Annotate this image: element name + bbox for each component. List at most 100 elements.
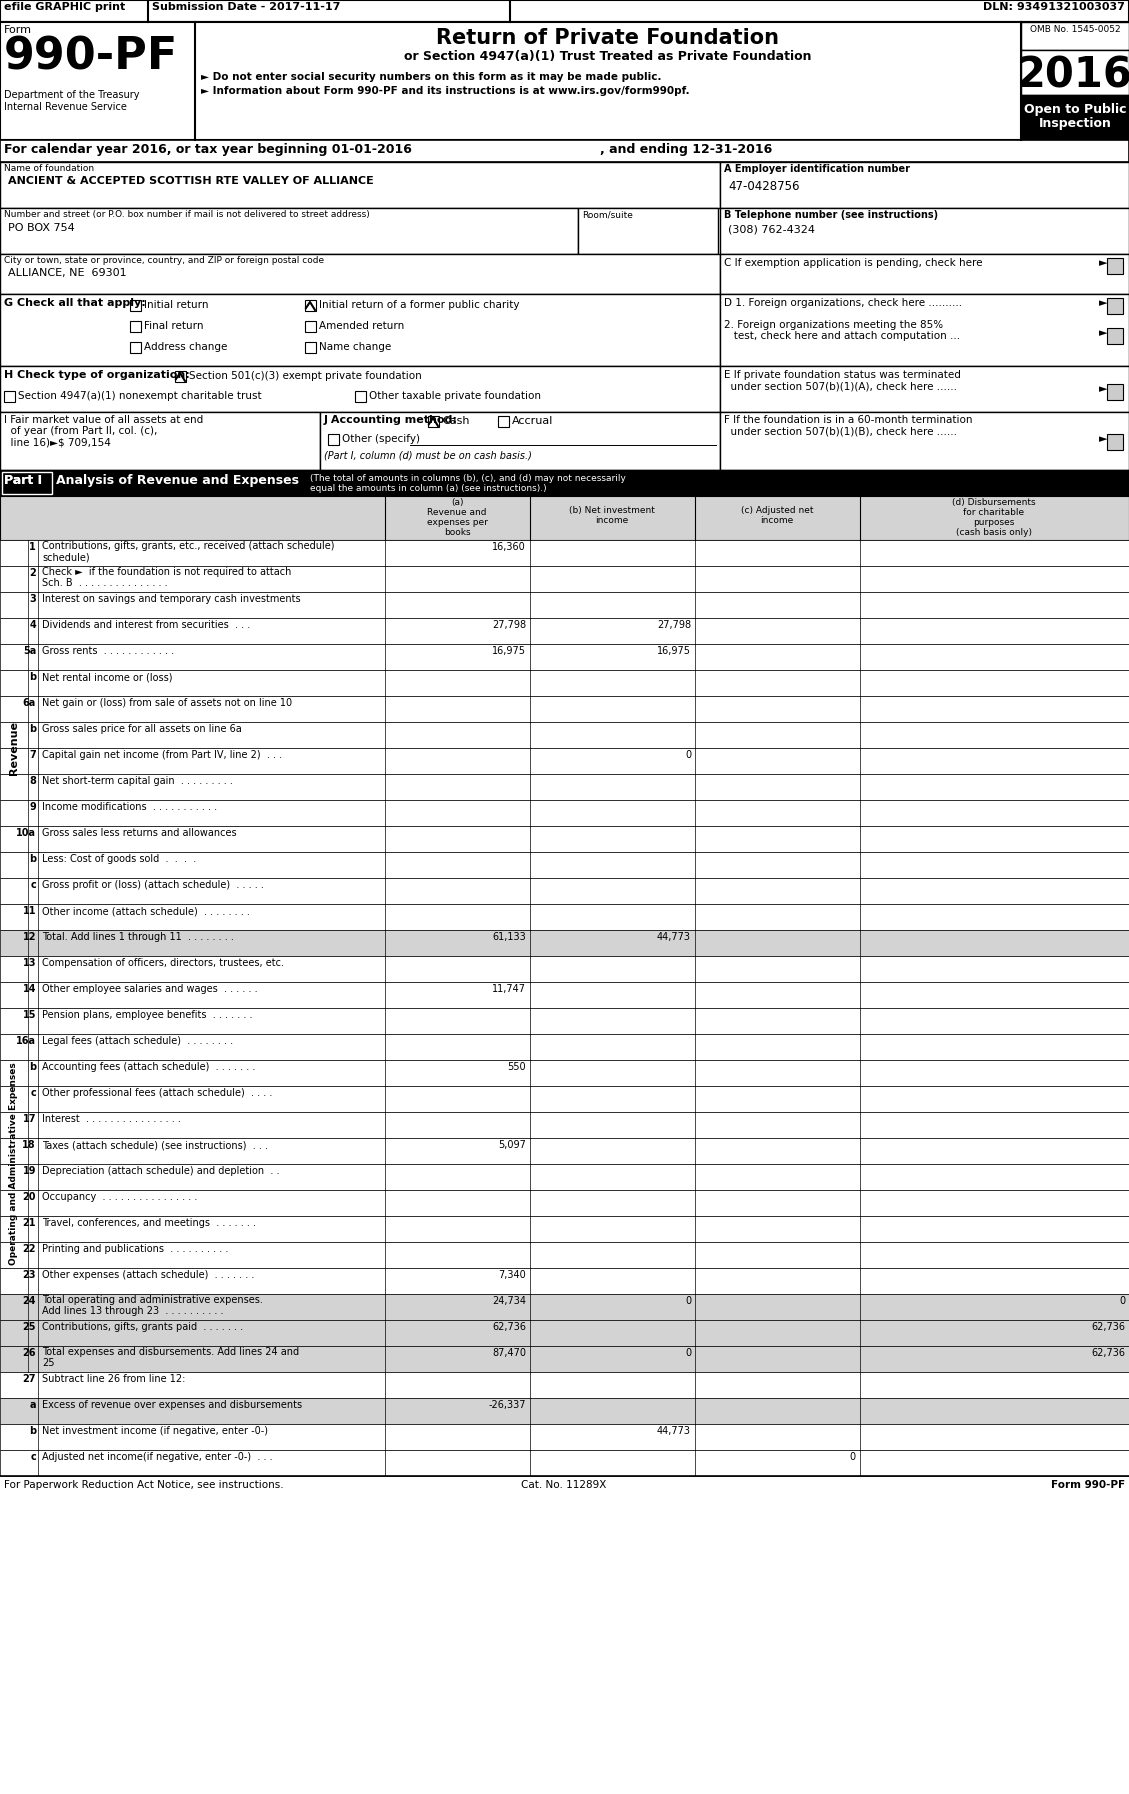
Text: OMB No. 1545-0052: OMB No. 1545-0052 — [1030, 25, 1120, 34]
Text: 5a: 5a — [23, 646, 36, 657]
Text: Accounting fees (attach schedule)  . . . . . . .: Accounting fees (attach schedule) . . . … — [42, 1062, 255, 1073]
Text: 15: 15 — [23, 1010, 36, 1021]
Text: Contributions, gifts, grants, etc., received (attach schedule): Contributions, gifts, grants, etc., rece… — [42, 542, 334, 551]
Bar — [0, 669, 1129, 696]
Bar — [0, 470, 1129, 495]
Bar — [0, 981, 1129, 1008]
Text: Dividends and interest from securities  . . .: Dividends and interest from securities .… — [42, 621, 251, 630]
Bar — [0, 413, 320, 470]
Text: 5,097: 5,097 — [498, 1139, 526, 1150]
Text: B Telephone number (see instructions): B Telephone number (see instructions) — [724, 210, 938, 221]
Bar — [130, 321, 141, 332]
Text: 10a: 10a — [16, 829, 36, 838]
Bar — [0, 140, 1129, 161]
Text: Room/suite: Room/suite — [583, 210, 633, 219]
Bar — [0, 1189, 1129, 1216]
Text: Income modifications  . . . . . . . . . . .: Income modifications . . . . . . . . . .… — [42, 802, 217, 813]
Text: Other (specify): Other (specify) — [342, 434, 420, 443]
Bar — [1108, 384, 1123, 400]
Text: Other income (attach schedule)  . . . . . . . .: Other income (attach schedule) . . . . .… — [42, 906, 250, 917]
Text: 27: 27 — [23, 1374, 36, 1383]
Text: 25: 25 — [42, 1358, 54, 1369]
Text: Check ►  if the foundation is not required to attach: Check ► if the foundation is not require… — [42, 567, 291, 578]
Bar — [130, 343, 141, 353]
Text: ALLIANCE, NE  69301: ALLIANCE, NE 69301 — [8, 267, 126, 278]
Text: 2: 2 — [29, 569, 36, 578]
Text: Other taxable private foundation: Other taxable private foundation — [369, 391, 541, 402]
Text: line 16)►$ 709,154: line 16)►$ 709,154 — [5, 438, 111, 447]
Text: 62,736: 62,736 — [1091, 1322, 1124, 1331]
Bar — [0, 748, 1129, 773]
Bar — [1021, 50, 1129, 95]
Bar — [0, 208, 578, 255]
Text: Total. Add lines 1 through 11  . . . . . . . .: Total. Add lines 1 through 11 . . . . . … — [42, 933, 234, 942]
Text: Legal fees (attach schedule)  . . . . . . . .: Legal fees (attach schedule) . . . . . .… — [42, 1035, 233, 1046]
Text: Other expenses (attach schedule)  . . . . . . .: Other expenses (attach schedule) . . . .… — [42, 1270, 254, 1279]
Text: Total operating and administrative expenses.: Total operating and administrative expen… — [42, 1295, 263, 1304]
Text: Subtract line 26 from line 12:: Subtract line 26 from line 12: — [42, 1374, 185, 1383]
Bar — [0, 1137, 1129, 1164]
Text: 62,736: 62,736 — [1091, 1347, 1124, 1358]
Bar — [305, 321, 316, 332]
Text: 990-PF: 990-PF — [5, 36, 178, 77]
Text: a: a — [29, 1399, 36, 1410]
Bar — [0, 1164, 1129, 1189]
Text: Revenue and: Revenue and — [427, 508, 487, 517]
Bar — [305, 343, 316, 353]
Text: Return of Private Foundation: Return of Private Foundation — [437, 29, 779, 48]
Text: Form: Form — [5, 25, 32, 36]
Text: Printing and publications  . . . . . . . . . .: Printing and publications . . . . . . . … — [42, 1243, 228, 1254]
Bar — [0, 956, 1129, 981]
Text: Add lines 13 through 23  . . . . . . . . . .: Add lines 13 through 23 . . . . . . . . … — [42, 1306, 224, 1317]
Text: income: income — [760, 517, 794, 526]
Bar — [0, 1424, 1129, 1450]
Bar — [329, 434, 339, 445]
Text: 44,773: 44,773 — [657, 933, 691, 942]
Bar — [0, 565, 1129, 592]
Bar — [0, 721, 1129, 748]
Text: ►: ► — [1099, 434, 1108, 443]
Bar — [498, 416, 509, 427]
Text: 18: 18 — [23, 1139, 36, 1150]
Text: Occupancy  . . . . . . . . . . . . . . . .: Occupancy . . . . . . . . . . . . . . . … — [42, 1191, 198, 1202]
Text: c: c — [30, 881, 36, 890]
Text: Department of the Treasury: Department of the Treasury — [5, 90, 140, 100]
Bar — [0, 592, 1129, 617]
Text: 0: 0 — [850, 1451, 856, 1462]
Text: 0: 0 — [685, 750, 691, 761]
Bar — [0, 0, 1129, 22]
Text: ► Information about Form 990-PF and its instructions is at www.irs.gov/form990pf: ► Information about Form 990-PF and its … — [201, 86, 690, 97]
Bar — [0, 294, 720, 366]
Text: Analysis of Revenue and Expenses: Analysis of Revenue and Expenses — [56, 474, 299, 486]
Text: ►: ► — [1099, 328, 1108, 337]
Text: , and ending 12-31-2016: , and ending 12-31-2016 — [599, 144, 772, 156]
Bar — [320, 413, 720, 470]
Text: Operating and Administrative Expenses: Operating and Administrative Expenses — [9, 1062, 18, 1265]
Text: Revenue: Revenue — [9, 721, 19, 775]
Text: (308) 762-4324: (308) 762-4324 — [728, 224, 815, 233]
Bar — [0, 1085, 1129, 1112]
Text: 26: 26 — [23, 1347, 36, 1358]
Text: purposes: purposes — [973, 518, 1015, 527]
Text: Part I: Part I — [5, 474, 42, 486]
Bar — [0, 1293, 1129, 1320]
Text: J Accounting method:: J Accounting method: — [324, 414, 458, 425]
Text: 25: 25 — [23, 1322, 36, 1331]
Text: Name of foundation: Name of foundation — [5, 163, 94, 172]
Bar — [1108, 258, 1123, 274]
Text: ►: ► — [1099, 384, 1108, 395]
Bar — [0, 255, 720, 294]
Text: 0: 0 — [685, 1347, 691, 1358]
Text: (Part I, column (d) must be on cash basis.): (Part I, column (d) must be on cash basi… — [324, 450, 532, 459]
Text: Net short-term capital gain  . . . . . . . . .: Net short-term capital gain . . . . . . … — [42, 777, 233, 786]
Text: Final return: Final return — [145, 321, 203, 332]
Bar — [0, 1320, 1129, 1346]
Text: 87,470: 87,470 — [492, 1347, 526, 1358]
Text: or Section 4947(a)(1) Trust Treated as Private Foundation: or Section 4947(a)(1) Trust Treated as P… — [404, 50, 812, 63]
Bar — [720, 255, 1129, 294]
Bar — [1021, 95, 1129, 140]
Bar — [305, 300, 316, 310]
Text: Depreciation (attach schedule) and depletion  . .: Depreciation (attach schedule) and deple… — [42, 1166, 280, 1177]
Bar — [0, 877, 1129, 904]
Text: b: b — [29, 673, 36, 682]
